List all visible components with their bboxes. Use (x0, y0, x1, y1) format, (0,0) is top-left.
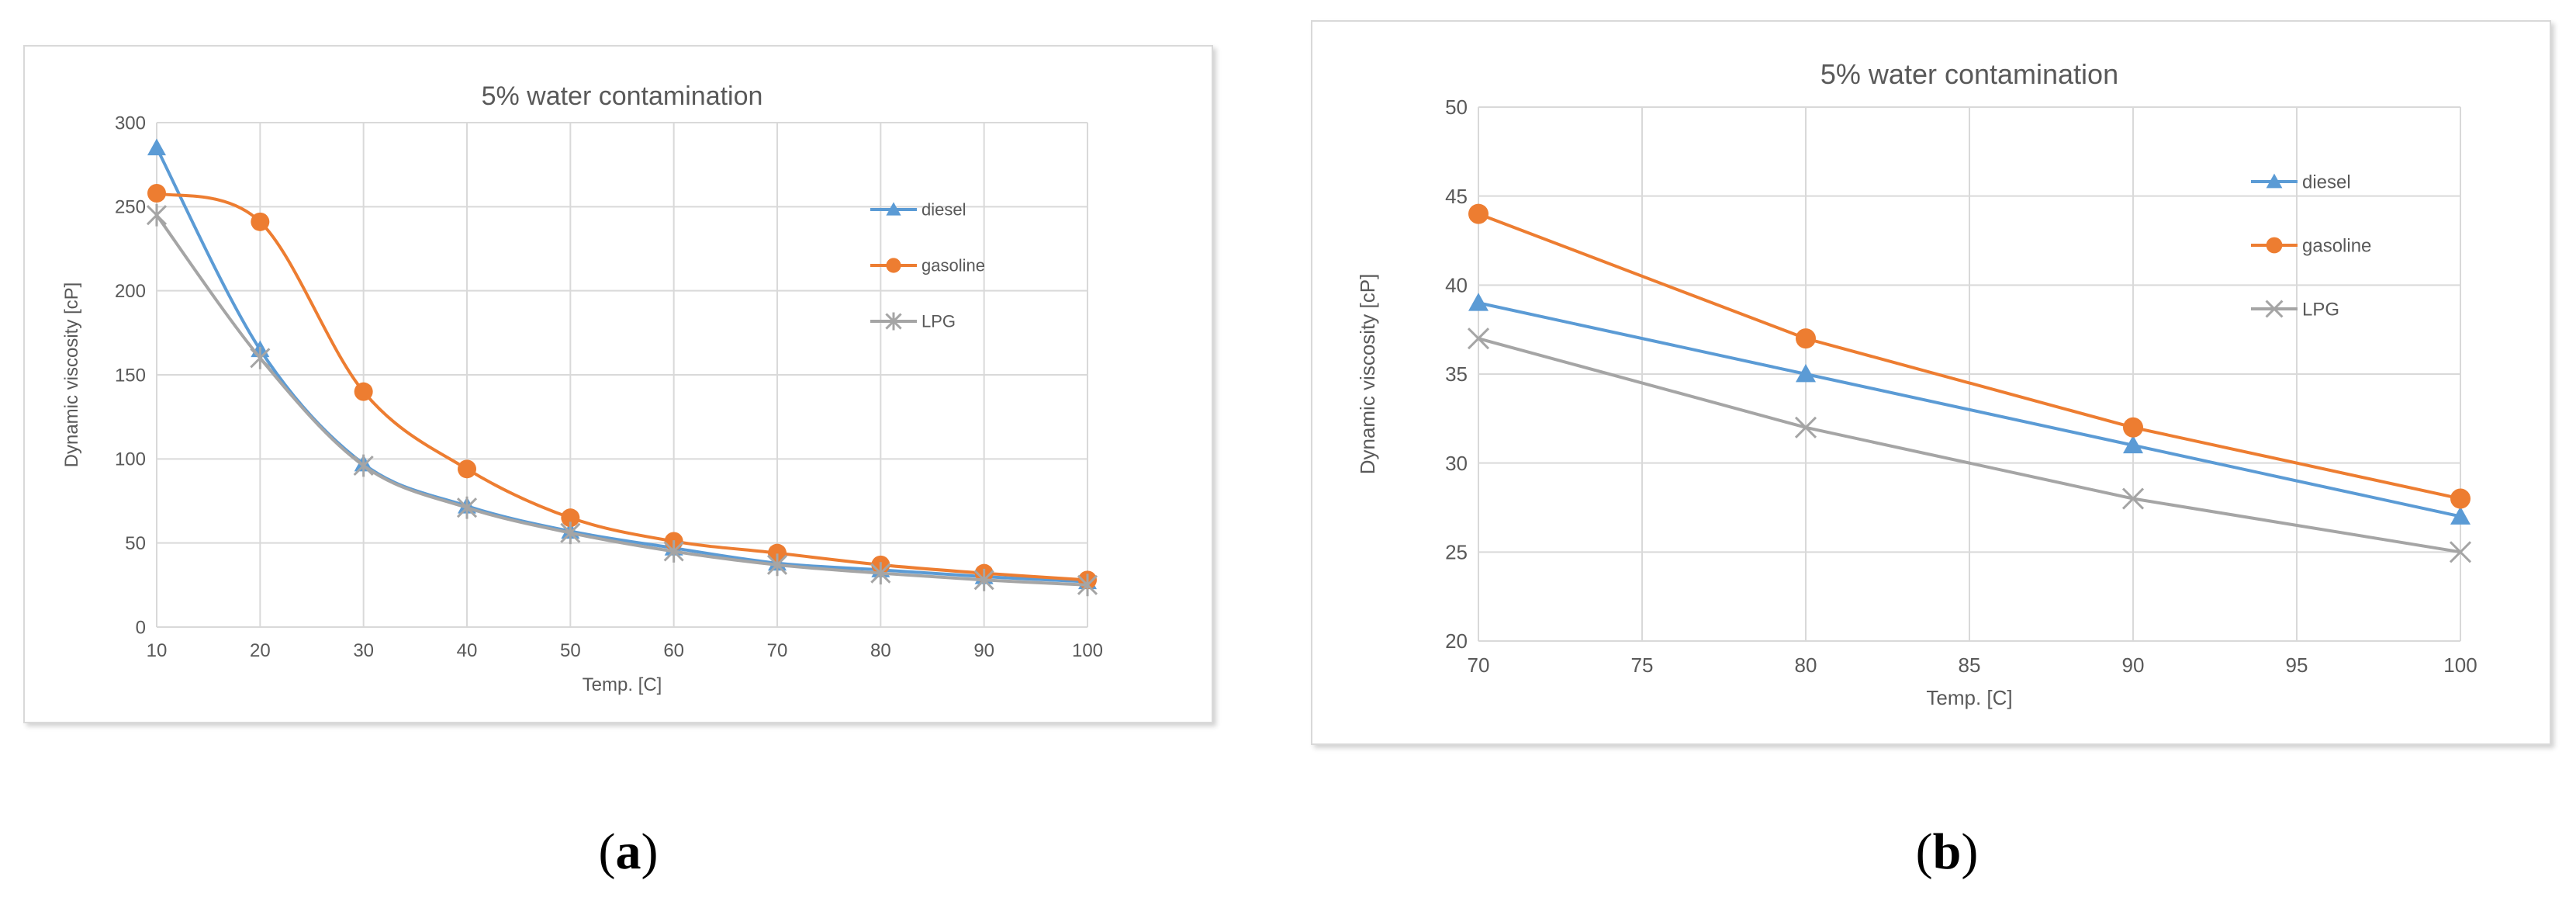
chart-a-x-tick-label: 50 (560, 640, 581, 661)
chart-a-x-axis-title: Temp. [C] (583, 674, 662, 695)
caption-a: (a) (551, 823, 706, 882)
chart-a-marker-gasoline (147, 184, 166, 203)
chart-b-marker-diesel (2123, 435, 2143, 454)
chart-b-x-tick-label: 80 (1795, 653, 1817, 677)
chart-a-x-tick-label: 20 (250, 640, 271, 661)
chart-b-legend-label-gasoline: gasoline (2302, 235, 2371, 256)
chart-b-series-line-diesel (1478, 301, 2461, 518)
chart-a-x-tick-label: 70 (767, 640, 788, 661)
chart-b-y-tick-label: 25 (1445, 540, 1468, 563)
chart-b-marker-LPG (1794, 416, 1817, 438)
chart-a-y-tick-label: 250 (115, 197, 146, 218)
caption-b-letter: b (1932, 823, 1962, 880)
chart-a-legend-label-diesel: diesel (921, 200, 966, 220)
chart-a-marker-LPG (973, 568, 994, 591)
chart-b-marker-gasoline (2123, 417, 2143, 438)
chart-b-y-tick-label: 45 (1445, 185, 1468, 208)
chart-b-marker-LPG (2121, 487, 2145, 510)
chart-a-series-line-gasoline (156, 192, 1088, 582)
chart-b-x-tick-label: 85 (1959, 653, 1981, 677)
chart-a-x-tick-label: 30 (353, 640, 374, 661)
chart-a-svg: 0 50 100 150 200 250 300 10 20 30 40 50 60 70 80 90 100 5… (61, 81, 1103, 695)
chart-a-marker-gasoline (251, 212, 270, 231)
chart-b-x-tick-label: 75 (1631, 653, 1654, 677)
chart-b-y-tick-label: 30 (1445, 452, 1468, 475)
chart-a-legend-label-LPG: LPG (921, 312, 956, 331)
chart-a-marker-LPG (870, 562, 891, 585)
chart-a-legend-marker-gasoline (886, 258, 901, 273)
chart-b-marker-diesel (1796, 364, 1816, 383)
chart-b-legend-marker-diesel (2266, 173, 2283, 189)
chart-b-legend-marker-gasoline (2266, 237, 2283, 254)
chart-b-y-tick-label: 40 (1445, 273, 1468, 296)
chart-a-x-tick-label: 90 (973, 640, 994, 661)
chart-a-marker-LPG (1077, 574, 1098, 597)
chart-b-marker-LPG (2449, 541, 2472, 563)
chart-a-marker-diesel (147, 138, 166, 156)
chart-panel-b: 20 25 30 35 40 45 50 70 75 80 85 90 95 100 5% water co… (1311, 20, 2551, 745)
chart-a-marker-gasoline (458, 459, 476, 479)
chart-b-legend-marker-LPG (2265, 300, 2284, 318)
chart-b-x-tick-label: 100 (2443, 653, 2477, 677)
chart-a-series-line-diesel (155, 147, 1088, 584)
chart-a-marker-LPG (146, 203, 168, 227)
chart-a-y-tick-label: 100 (115, 449, 146, 470)
chart-a-x-tick-label: 10 (147, 640, 168, 661)
chart-a-y-tick-label: 50 (125, 533, 146, 554)
chart-a-marker-LPG (353, 454, 374, 477)
caption-b: (b) (1869, 823, 2024, 882)
chart-a-marker-gasoline (561, 508, 580, 528)
chart-b-x-tick-label: 90 (2122, 653, 2145, 677)
chart-b-x-tick-label: 70 (1468, 653, 1490, 677)
caption-b-open: ( (1915, 823, 1933, 880)
chart-a-y-axis-title: Dynamic viscosity [cP] (61, 282, 82, 468)
chart-b-svg: 20 25 30 35 40 45 50 70 75 80 85 90 95 100 5% water co… (1356, 58, 2477, 709)
chart-b-series-line-gasoline (1478, 212, 2461, 501)
chart-a-y-tick-label: 300 (115, 113, 146, 133)
chart-a-x-tick-label: 80 (870, 640, 891, 661)
caption-a-open: ( (598, 823, 616, 880)
chart-b-x-axis-title: Temp. [C] (1926, 686, 2012, 709)
caption-a-letter: a (615, 823, 641, 880)
chart-b-marker-diesel (1468, 293, 1489, 311)
chart-b-y-tick-label: 35 (1445, 362, 1468, 386)
chart-a-marker-LPG (766, 553, 788, 577)
chart-a-x-tick-label: 60 (663, 640, 684, 661)
chart-b-series-line-LPG (1478, 337, 2461, 554)
chart-b-y-axis-title: Dynamic viscosity [cP] (1356, 274, 1379, 475)
caption-a-close: ) (641, 823, 659, 880)
chart-a-x-tick-label: 40 (457, 640, 478, 661)
chart-a-marker-LPG (663, 540, 684, 563)
chart-a-marker-LPG (560, 522, 581, 545)
chart-a-y-tick-label: 150 (115, 365, 146, 386)
chart-b-y-tick-label: 20 (1445, 629, 1468, 653)
chart-b-marker-diesel (2450, 506, 2471, 525)
chart-a-y-tick-label: 0 (136, 617, 146, 638)
chart-a-legend-marker-diesel (886, 202, 901, 216)
chart-a-title: 5% water contamination (482, 81, 763, 111)
chart-b-marker-gasoline (2450, 488, 2471, 509)
chart-a-legend-marker-LPG (885, 312, 902, 331)
chart-b-y-tick-label: 50 (1445, 95, 1468, 119)
chart-a-marker-LPG (250, 346, 271, 369)
chart-b-x-tick-label: 95 (2286, 653, 2308, 677)
chart-b-marker-gasoline (1468, 203, 1489, 224)
chart-a-series-line-LPG (155, 213, 1088, 587)
chart-a-y-tick-label: 200 (115, 281, 146, 302)
chart-a-x-tick-label: 100 (1072, 640, 1103, 661)
chart-b-legend-label-diesel: diesel (2302, 172, 2351, 192)
chart-panel-a: 0 50 100 150 200 250 300 10 20 30 40 50 60 70 80 90 100 5… (23, 45, 1213, 723)
caption-b-close: ) (1961, 823, 1979, 880)
chart-a-marker-gasoline (354, 382, 373, 401)
chart-a-marker-gasoline (768, 543, 787, 563)
chart-a-marker-LPG (456, 496, 478, 519)
chart-b-marker-gasoline (1796, 328, 1816, 349)
chart-a-legend-label-gasoline: gasoline (921, 256, 985, 276)
chart-b-legend-label-LPG: LPG (2302, 299, 2339, 320)
chart-b-marker-LPG (1467, 328, 1490, 350)
chart-b-title: 5% water contamination (1820, 58, 2118, 90)
